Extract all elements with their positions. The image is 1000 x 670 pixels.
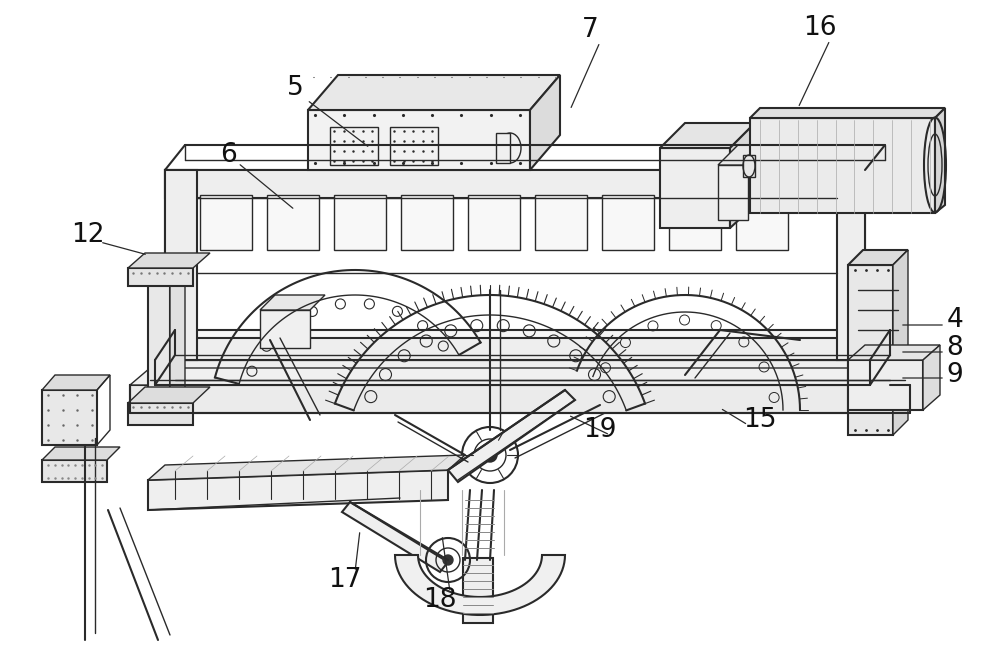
Polygon shape	[128, 387, 210, 403]
Bar	[148, 280, 170, 410]
Polygon shape	[260, 295, 325, 310]
Text: 19: 19	[583, 417, 617, 443]
Text: 18: 18	[423, 587, 457, 613]
Bar	[42, 460, 107, 482]
Text: 9: 9	[947, 362, 963, 388]
Bar	[260, 310, 310, 348]
Bar	[743, 155, 755, 177]
Polygon shape	[128, 253, 210, 268]
Bar	[463, 558, 493, 623]
Polygon shape	[130, 368, 910, 385]
Bar	[128, 268, 193, 286]
Bar	[390, 127, 438, 165]
Polygon shape	[660, 123, 755, 148]
Bar	[200, 195, 252, 250]
Polygon shape	[308, 75, 560, 110]
Bar	[750, 118, 935, 213]
Polygon shape	[848, 250, 908, 265]
Polygon shape	[848, 345, 940, 360]
Polygon shape	[923, 345, 940, 410]
Text: 5: 5	[287, 75, 303, 101]
Bar	[736, 195, 788, 250]
Bar	[308, 110, 530, 170]
Polygon shape	[342, 502, 448, 572]
Text: 6: 6	[220, 142, 236, 168]
Bar	[165, 338, 865, 360]
Text: 12: 12	[71, 222, 105, 248]
Polygon shape	[395, 555, 565, 615]
Bar	[848, 265, 893, 435]
Text: 17: 17	[328, 567, 362, 593]
Text: 8: 8	[947, 335, 963, 361]
Bar	[165, 170, 197, 360]
Polygon shape	[42, 375, 110, 390]
Bar	[669, 195, 721, 250]
Bar	[837, 170, 865, 360]
Polygon shape	[42, 447, 120, 460]
Polygon shape	[718, 145, 768, 165]
Text: 16: 16	[803, 15, 837, 41]
Bar	[130, 385, 890, 413]
Bar	[155, 360, 870, 385]
Bar	[128, 403, 193, 425]
Bar	[334, 195, 386, 250]
Bar	[468, 195, 520, 250]
Bar	[718, 165, 748, 220]
Circle shape	[443, 555, 453, 565]
Polygon shape	[530, 75, 560, 170]
Bar	[165, 170, 865, 198]
Bar	[496, 133, 510, 163]
Bar	[42, 390, 97, 445]
Bar	[660, 148, 730, 228]
Bar	[602, 195, 654, 250]
Polygon shape	[730, 123, 755, 228]
Text: 7: 7	[582, 17, 598, 43]
Circle shape	[483, 448, 497, 462]
Text: 4: 4	[947, 307, 963, 333]
Bar	[165, 170, 865, 360]
Polygon shape	[148, 263, 185, 280]
Text: 15: 15	[743, 407, 777, 433]
Polygon shape	[148, 470, 448, 510]
Polygon shape	[148, 455, 465, 480]
Polygon shape	[155, 330, 890, 360]
Bar	[535, 195, 587, 250]
Bar	[267, 195, 319, 250]
Polygon shape	[750, 108, 945, 118]
Bar	[330, 127, 378, 165]
Polygon shape	[170, 263, 185, 410]
Polygon shape	[893, 250, 908, 435]
Polygon shape	[935, 108, 945, 213]
Bar	[401, 195, 453, 250]
Polygon shape	[448, 390, 575, 482]
Bar	[848, 360, 923, 410]
